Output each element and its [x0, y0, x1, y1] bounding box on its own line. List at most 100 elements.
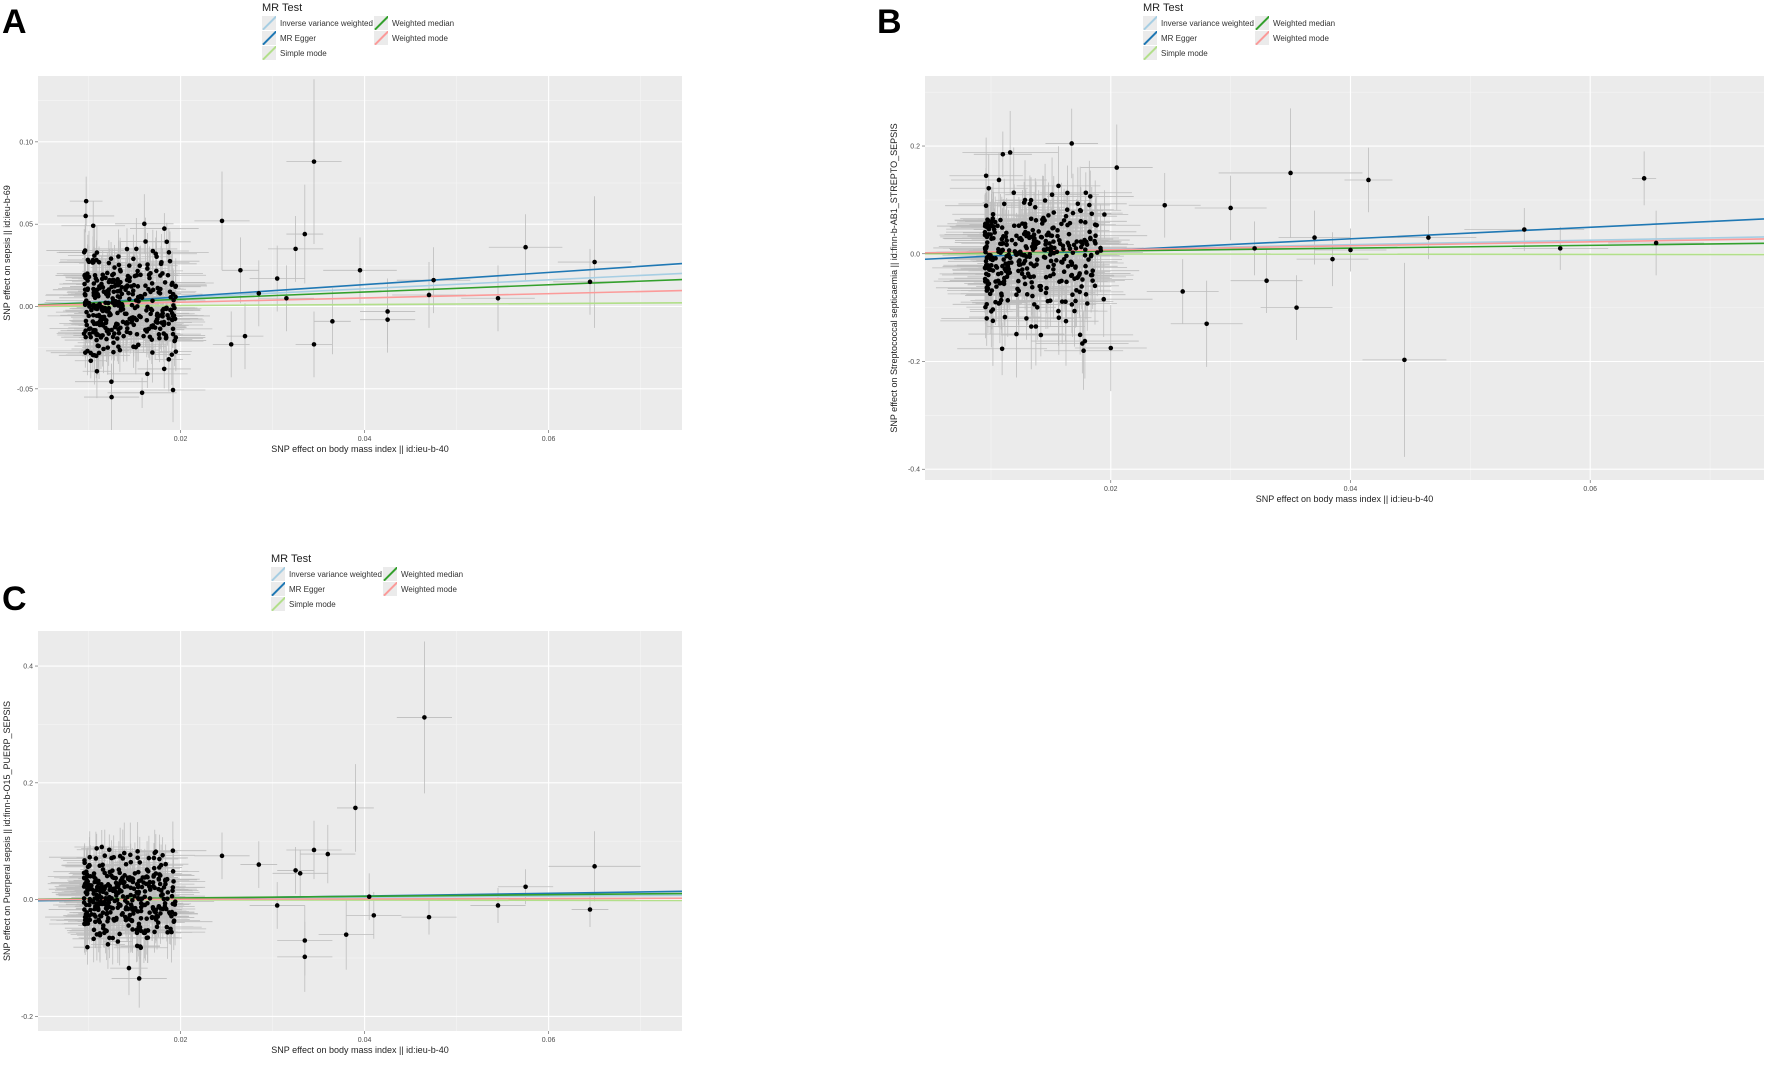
- data-point: [170, 280, 175, 286]
- data-point: [996, 177, 1002, 183]
- data-point: [311, 342, 317, 347]
- data-point: [1004, 230, 1009, 236]
- data-point: [103, 300, 108, 306]
- data-point: [121, 881, 126, 886]
- legend-title: MR Test: [1143, 2, 1184, 14]
- data-point: [1023, 229, 1028, 235]
- data-point: [100, 867, 106, 872]
- data-point: [1016, 278, 1021, 284]
- x-tick-label: 0.02: [174, 1037, 188, 1044]
- data-point: [1093, 233, 1098, 239]
- data-point: [1366, 177, 1371, 183]
- data-point: [119, 912, 125, 917]
- data-point: [126, 290, 131, 296]
- data-point: [88, 873, 93, 879]
- data-point: [1070, 250, 1076, 256]
- data-point: [145, 266, 150, 271]
- data-point: [1054, 258, 1059, 263]
- data-point: [126, 923, 131, 928]
- data-point: [274, 276, 280, 281]
- data-point: [130, 907, 136, 913]
- data-point: [86, 887, 91, 892]
- legend-swatch: [1143, 16, 1157, 30]
- data-point: [112, 265, 117, 270]
- regression-line: [37, 897, 683, 901]
- data-point: [87, 882, 92, 888]
- data-point: [587, 279, 593, 285]
- data-point: [115, 277, 120, 282]
- data-point: [989, 288, 995, 293]
- data-point: [121, 850, 127, 856]
- data-point: [123, 861, 129, 867]
- data-point: [163, 861, 168, 867]
- data-point: [495, 903, 501, 908]
- data-point: [97, 900, 102, 906]
- data-point: [82, 291, 88, 297]
- data-point: [311, 847, 317, 853]
- data-point: [1330, 256, 1335, 262]
- data-point: [293, 868, 298, 873]
- data-point: [1031, 232, 1037, 237]
- data-point: [984, 301, 990, 307]
- legend-item: Weighted median: [374, 16, 454, 30]
- data-point: [83, 198, 89, 204]
- data-point: [149, 281, 155, 286]
- data-point: [152, 850, 158, 856]
- data-point: [108, 873, 114, 878]
- data-point: [161, 366, 167, 372]
- data-point: [1061, 256, 1067, 262]
- data-point: [146, 855, 152, 861]
- data-point: [989, 219, 994, 225]
- data-point: [171, 918, 177, 923]
- data-point: [84, 880, 89, 885]
- data-point: [107, 312, 112, 318]
- data-point: [98, 889, 103, 894]
- data-point: [1082, 220, 1088, 225]
- data-point: [157, 881, 163, 887]
- data-point: [111, 918, 117, 923]
- data-point: [1088, 236, 1093, 242]
- data-point: [165, 312, 170, 318]
- data-point: [1006, 252, 1011, 258]
- data-point: [116, 262, 122, 268]
- data-point: [102, 870, 107, 876]
- data-point: [86, 913, 92, 918]
- data-point: [1056, 183, 1061, 189]
- data-point: [139, 390, 145, 396]
- data-point: [110, 935, 116, 941]
- data-point: [158, 911, 163, 916]
- data-point: [124, 246, 130, 252]
- data-point: [87, 854, 93, 860]
- data-point: [1204, 321, 1209, 327]
- data-point: [166, 250, 172, 255]
- data-point: [94, 278, 100, 283]
- legend-label: MR Egger: [289, 584, 326, 594]
- data-point: [113, 880, 119, 886]
- data-point: [111, 349, 116, 355]
- data-point: [172, 902, 178, 907]
- data-point: [988, 232, 993, 237]
- data-point: [1001, 234, 1006, 239]
- data-point: [155, 311, 160, 317]
- data-point: [1043, 242, 1048, 247]
- data-point: [91, 927, 97, 933]
- data-point: [94, 321, 99, 327]
- legend-swatch: [374, 31, 388, 45]
- data-point: [94, 306, 100, 312]
- data-point: [990, 268, 996, 273]
- data-point: [1011, 190, 1017, 196]
- data-point: [97, 931, 103, 936]
- data-point: [138, 314, 143, 320]
- data-point: [136, 891, 141, 897]
- data-point: [101, 346, 106, 352]
- data-point: [996, 246, 1001, 252]
- legend-label: Weighted median: [401, 569, 464, 579]
- legend-swatch: [262, 31, 276, 45]
- data-point: [140, 875, 146, 880]
- data-point: [1000, 247, 1006, 253]
- data-point: [144, 916, 149, 921]
- data-point: [150, 298, 155, 304]
- data-point: [124, 311, 129, 317]
- data-point: [1087, 202, 1092, 208]
- data-point: [104, 911, 110, 917]
